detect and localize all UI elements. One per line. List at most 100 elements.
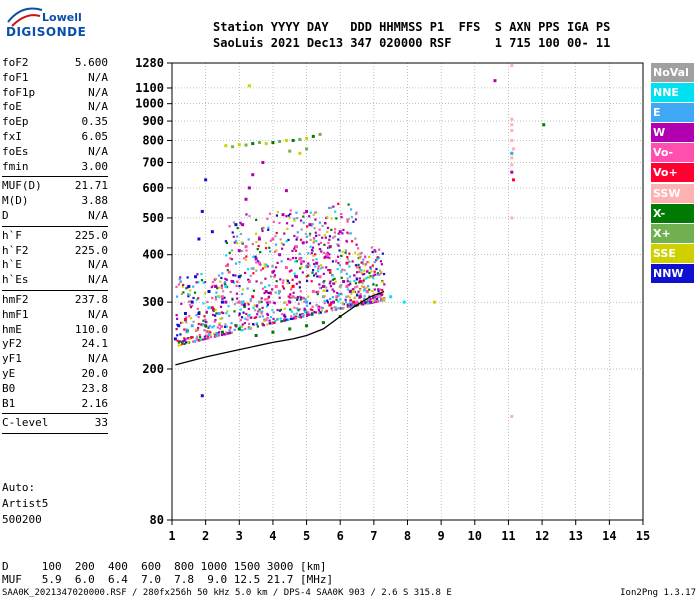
echo-texture [299,316,302,319]
echo-texture [282,243,285,246]
data-point [321,321,325,325]
echo-texture [261,227,264,230]
echo-texture [281,285,284,288]
echo-texture [186,329,189,332]
echo-texture [263,291,266,295]
echo-texture [323,243,326,246]
echo-texture [185,328,188,331]
echo-texture [261,315,264,318]
echo-texture [332,236,335,239]
data-point [291,138,295,142]
param-row: hmF2 237.8 [2,293,108,308]
echo-texture [233,303,237,306]
y-tick-label: 1280 [135,56,164,70]
data-point [510,123,514,127]
echo-texture [357,290,360,293]
param-value: 23.8 [81,381,109,395]
echo-texture [313,237,316,240]
echo-texture [242,304,245,307]
echo-texture [365,277,368,280]
legend-entry: NoVal [651,63,694,82]
echo-texture [362,303,365,306]
echo-texture [218,286,221,289]
echo-texture [185,316,188,319]
data-point [264,142,268,146]
echo-texture [326,230,329,234]
echo-texture [349,208,353,211]
echo-texture [293,247,296,250]
data-point [294,245,298,249]
echo-texture [252,306,255,309]
echo-texture [381,293,384,296]
echo-texture [252,267,255,271]
echo-texture [350,240,354,243]
echo-texture [175,285,178,288]
echo-texture [303,300,306,303]
echo-texture [188,315,191,318]
param-row: yF1 N/A [2,352,108,367]
echo-texture [214,308,217,312]
data-point [511,178,515,182]
data-point [244,197,248,201]
echo-texture [317,305,320,308]
x-tick-label: 13 [568,529,582,543]
echo-texture [362,262,365,266]
echo-texture [301,271,304,274]
echo-texture [337,244,340,247]
echo-texture [217,294,221,298]
echo-texture [358,277,361,280]
echo-texture [273,275,276,279]
echo-texture [354,264,358,267]
data-point [338,230,342,234]
data-point [278,140,282,144]
echo-texture [313,227,316,230]
echo-texture [328,235,332,238]
param-value: 20.0 [81,366,109,380]
echo-texture [311,269,315,272]
echo-texture [188,293,191,297]
echo-texture [203,315,206,318]
echo-texture [249,326,252,329]
virtual-height-trace [175,290,385,366]
data-point [224,144,228,148]
echo-texture [216,326,219,329]
echo-texture [268,322,272,325]
echo-texture [282,279,285,282]
echo-texture [293,219,296,222]
param-value: 0.35 [81,115,109,129]
echo-texture [349,232,352,235]
echo-texture [209,335,213,339]
echo-texture [350,292,353,296]
echo-texture [225,331,228,334]
echo-texture [307,274,310,277]
param-value: 237.8 [74,292,108,306]
echo-texture [201,338,204,341]
echo-texture [379,296,382,299]
echo-texture [266,217,269,220]
echo-texture [188,303,191,307]
param-row: C-level 33 [2,416,108,431]
echo-texture [306,313,309,316]
data-point [224,300,228,304]
echo-texture [360,269,363,272]
echo-texture [227,332,230,335]
param-row: foE N/A [2,100,108,115]
echo-texture [228,330,231,333]
echo-texture [200,279,204,282]
param-value: 5.600 [74,56,108,69]
echo-texture [202,281,205,284]
param-value: 3.00 [81,159,109,173]
echo-texture [305,265,308,268]
echo-texture [224,323,227,326]
logo-line1: Lowell [42,11,82,24]
echo-texture [303,310,306,313]
echo-texture [312,254,315,258]
echo-texture [283,317,286,320]
echo-texture [341,250,344,253]
echo-texture [334,210,337,213]
echo-texture [329,280,332,283]
echo-texture [233,328,236,331]
echo-texture [250,267,253,270]
echo-texture [295,260,298,263]
data-point [301,241,305,245]
